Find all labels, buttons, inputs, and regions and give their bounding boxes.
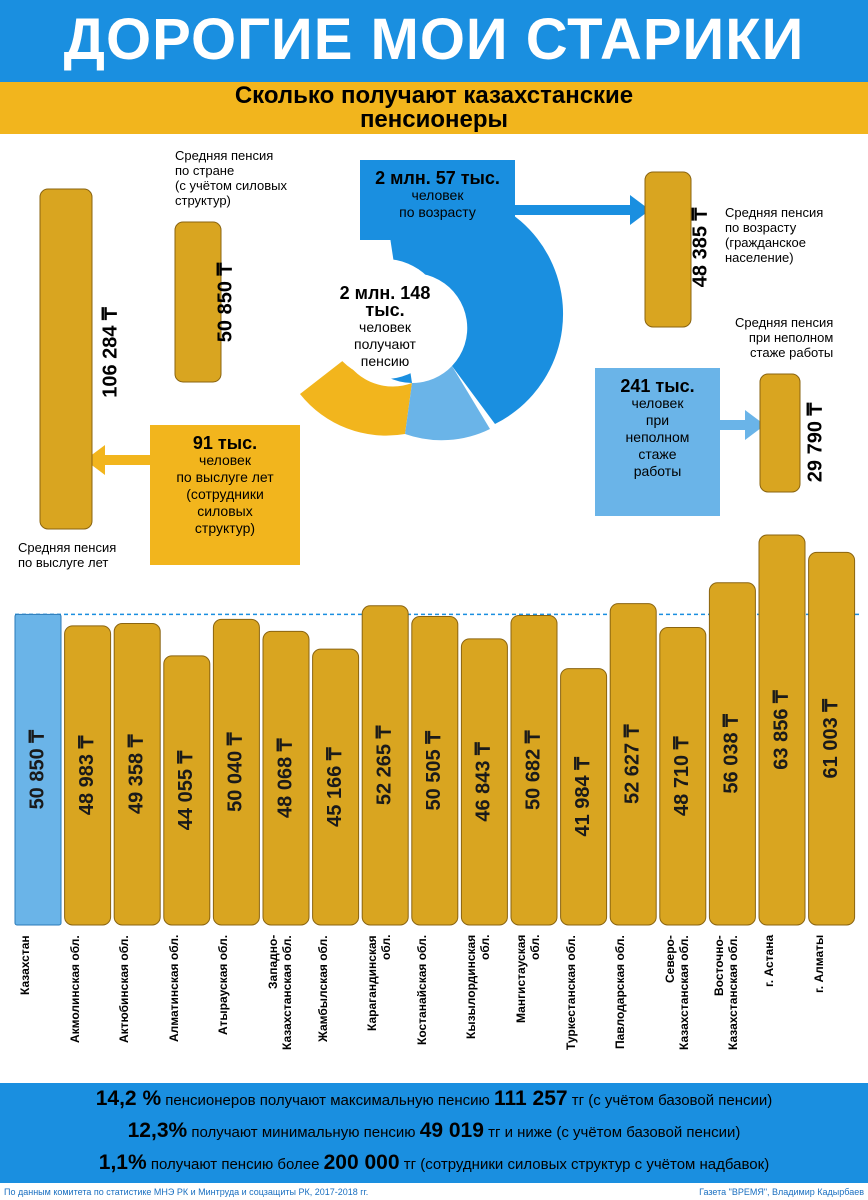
center-desc: человек получают пенсию xyxy=(354,319,416,369)
footer-number: 12,3% xyxy=(127,1119,188,1142)
footer-line: 12,3% получают минимальную пенсию 49 019… xyxy=(0,1119,868,1143)
footer-line: 14,2 % пенсионеров получают максимальную… xyxy=(0,1087,868,1111)
value-label: 50 505 ₸ xyxy=(423,731,445,811)
category-label: Павлодарская обл. xyxy=(613,935,628,1049)
bar xyxy=(758,534,806,926)
footer-band xyxy=(0,1083,868,1183)
footer-number: 1,1% xyxy=(98,1151,147,1174)
value-label: 48 710 ₸ xyxy=(671,736,693,816)
category-label: Атырауская обл. xyxy=(216,935,231,1036)
value-label: 49 358 ₸ xyxy=(125,734,147,814)
bar xyxy=(361,605,409,926)
incomplete-count: 241 тыс. xyxy=(620,376,695,396)
incomplete-text: 241 тыс. человек при неполном стаже работ… xyxy=(595,376,720,480)
stack-label: Средняя пенсия по выслуге лет xyxy=(18,540,117,570)
category-label: г. Астана xyxy=(762,935,776,988)
bar xyxy=(510,614,558,926)
value-label: 44 055 ₸ xyxy=(175,750,197,830)
value-label: 46 843 ₸ xyxy=(473,742,495,822)
age-desc: человек по возрасту xyxy=(399,187,476,220)
footer-text: получают пенсию более xyxy=(150,1156,320,1173)
value-label: 50 682 ₸ xyxy=(522,730,544,810)
footer-text: тг (с учётом базовой пенсии) xyxy=(571,1092,773,1109)
source: По данным комитета по статистике МНЭ РК … xyxy=(4,1187,369,1197)
age-count: 2 млн. 57 тыс. xyxy=(375,168,500,188)
value-label: 52 627 ₸ xyxy=(621,724,643,804)
value-label: 50 040 ₸ xyxy=(225,732,247,812)
credit: Газета "ВРЕМЯ", Владимир Кадырбаев xyxy=(699,1187,864,1197)
category-label: Актюбинская обл. xyxy=(117,935,132,1043)
age-text: 2 млн. 57 тыс. человек по возрасту xyxy=(360,168,515,221)
bar xyxy=(411,616,459,926)
bar xyxy=(113,623,161,926)
service-text: 91 тыс. человек по выслуге лет (сотрудник… xyxy=(150,433,300,537)
service-desc: человек по выслуге лет (сотрудники силов… xyxy=(176,452,274,536)
footer-text: пенсионеров получают максимальную пенсию xyxy=(165,1092,490,1109)
category-label: г. Алматы xyxy=(811,935,826,994)
age-box xyxy=(360,160,515,240)
footer-number: 200 000 xyxy=(323,1151,400,1174)
bar xyxy=(560,668,608,926)
subtitle: Сколько получают казахстанские пенсионер… xyxy=(234,82,634,133)
category-label: Мангистауская обл. xyxy=(514,935,542,1024)
bar xyxy=(163,655,211,926)
stack-label: Средняя пенсия по возрасту (гражданское … xyxy=(725,205,824,265)
bar xyxy=(460,638,508,926)
category-label: Восточно- Казахстанская обл. xyxy=(712,935,741,1050)
footer-text: тг и ниже (с учётом базовой пенсии) xyxy=(488,1124,741,1141)
category-label: Казахстан xyxy=(18,935,32,995)
bar xyxy=(262,630,310,926)
title: ДОРОГИЕ МОИ СТАРИКИ xyxy=(63,7,805,72)
top-graphic xyxy=(39,171,801,530)
bar xyxy=(64,625,112,926)
bar xyxy=(14,613,62,926)
subtitle-band xyxy=(0,82,868,134)
category-label: Костанайская обл. xyxy=(414,935,429,1046)
stack-label: Средняя пенсия по стране (с учётом силов… xyxy=(175,148,288,208)
bar xyxy=(212,618,260,926)
footer-number: 14,2 % xyxy=(95,1087,162,1110)
incomplete-box xyxy=(595,368,720,516)
value-label: 61 003 ₸ xyxy=(820,699,842,779)
value-label: 41 984 ₸ xyxy=(572,757,594,837)
incomplete-desc: человек при неполном стаже работы xyxy=(625,395,690,479)
category-label: Алматинская обл. xyxy=(166,935,181,1043)
footer-line: 1,1% получают пенсию более 200 000 тг (с… xyxy=(0,1151,868,1175)
footer-text: получают минимальную пенсию xyxy=(191,1124,416,1141)
bar xyxy=(708,582,756,926)
category-label: Жамбылская обл. xyxy=(315,935,330,1042)
value-label: 50 850 ₸ xyxy=(26,730,48,810)
value-label: 56 038 ₸ xyxy=(721,714,743,794)
bar-chart: 50 850 ₸ 48 983 ₸ 49 358 ₸ 44 055 ₸ 50 040 ₸… xyxy=(14,534,860,926)
bar xyxy=(312,648,360,926)
center-text: 2 млн. 148 тыс. человек получают пенсию xyxy=(325,283,445,370)
category-label: Западно- Казахстанская обл. xyxy=(266,935,294,1050)
value-label: 52 265 ₸ xyxy=(373,725,395,805)
category-label: Туркестанская обл. xyxy=(563,935,578,1050)
bar xyxy=(609,603,657,926)
footer-text: тг (сотрудники силовых структур с учётом… xyxy=(403,1156,770,1173)
category-label: Кызылординская обл. xyxy=(464,935,493,1040)
stack-label: Средняя пенсия при неполном стаже работы xyxy=(735,315,834,360)
footer-number: 49 019 xyxy=(419,1119,484,1142)
value-label: 45 166 ₸ xyxy=(324,747,346,827)
bar xyxy=(808,551,856,926)
service-box xyxy=(150,425,300,565)
header-band xyxy=(0,0,868,82)
value-label: 63 856 ₸ xyxy=(770,690,792,770)
value-label: 48 983 ₸ xyxy=(76,735,98,815)
service-count: 91 тыс. xyxy=(192,433,258,453)
category-label: Карагандинская обл. xyxy=(365,935,394,1031)
center-count: 2 млн. 148 тыс. xyxy=(339,283,431,320)
bar xyxy=(659,627,707,926)
category-label: Северо- Казахстанская обл. xyxy=(662,935,691,1050)
value-label: 48 068 ₸ xyxy=(274,738,296,818)
footer-number: 111 257 xyxy=(493,1087,568,1110)
category-label: Акмолинская обл. xyxy=(67,935,82,1043)
